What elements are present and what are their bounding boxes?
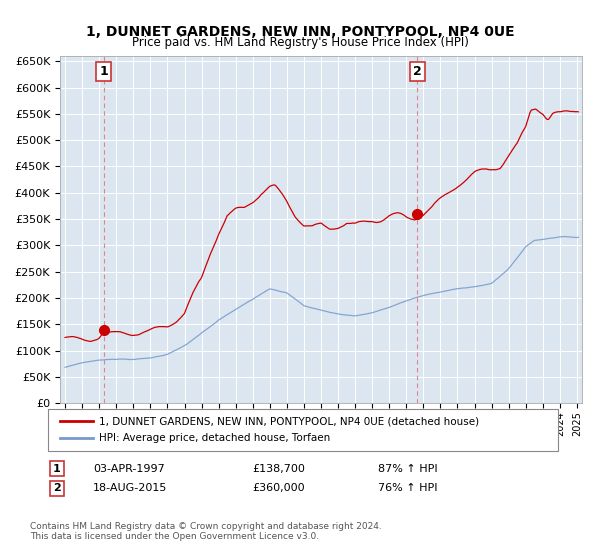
- Text: £360,000: £360,000: [252, 483, 305, 493]
- Text: 1: 1: [99, 65, 108, 78]
- Text: 03-APR-1997: 03-APR-1997: [93, 464, 165, 474]
- Text: Contains HM Land Registry data © Crown copyright and database right 2024.
This d: Contains HM Land Registry data © Crown c…: [30, 522, 382, 542]
- Text: 76% ↑ HPI: 76% ↑ HPI: [378, 483, 437, 493]
- Text: 18-AUG-2015: 18-AUG-2015: [93, 483, 167, 493]
- Text: 1, DUNNET GARDENS, NEW INN, PONTYPOOL, NP4 0UE: 1, DUNNET GARDENS, NEW INN, PONTYPOOL, N…: [86, 25, 514, 39]
- Text: Price paid vs. HM Land Registry's House Price Index (HPI): Price paid vs. HM Land Registry's House …: [131, 36, 469, 49]
- Text: 87% ↑ HPI: 87% ↑ HPI: [378, 464, 437, 474]
- Text: 2: 2: [413, 65, 421, 78]
- Text: 2: 2: [53, 483, 61, 493]
- Text: £138,700: £138,700: [252, 464, 305, 474]
- Text: 1, DUNNET GARDENS, NEW INN, PONTYPOOL, NP4 0UE (detached house): 1, DUNNET GARDENS, NEW INN, PONTYPOOL, N…: [99, 416, 479, 426]
- Text: 1: 1: [53, 464, 61, 474]
- Text: HPI: Average price, detached house, Torfaen: HPI: Average price, detached house, Torf…: [99, 433, 330, 443]
